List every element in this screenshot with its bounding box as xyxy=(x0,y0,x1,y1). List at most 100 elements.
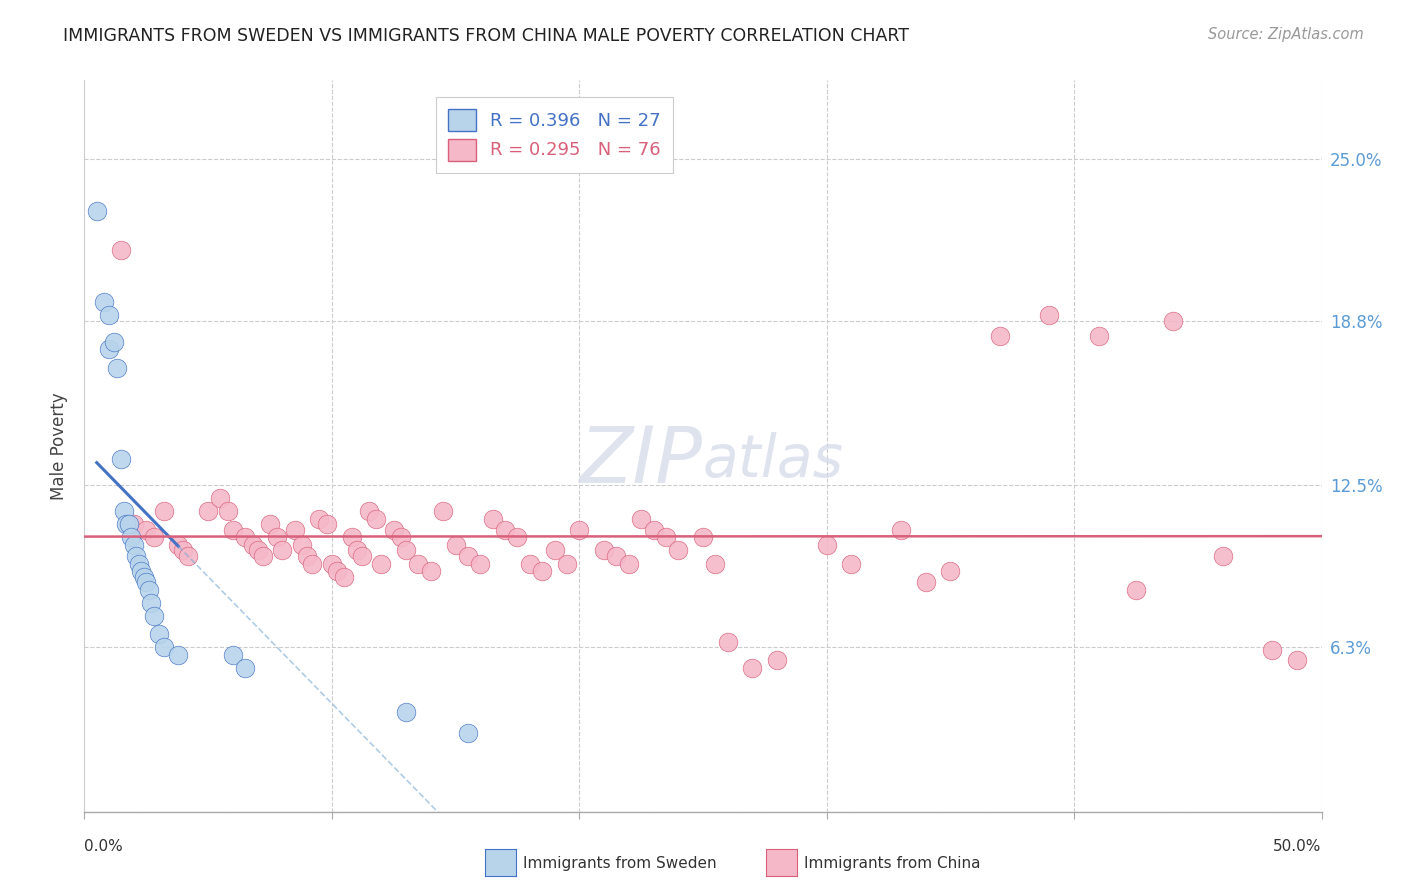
Text: Immigrants from China: Immigrants from China xyxy=(804,856,981,871)
Point xyxy=(152,640,174,655)
Point xyxy=(704,557,727,571)
Y-axis label: Male Poverty: Male Poverty xyxy=(51,392,69,500)
Point xyxy=(1038,309,1060,323)
Point xyxy=(197,504,219,518)
Point xyxy=(148,627,170,641)
Point xyxy=(408,557,430,571)
Point xyxy=(167,648,190,662)
Point xyxy=(346,543,368,558)
Text: IMMIGRANTS FROM SWEDEN VS IMMIGRANTS FROM CHINA MALE POVERTY CORRELATION CHART: IMMIGRANTS FROM SWEDEN VS IMMIGRANTS FRO… xyxy=(63,27,910,45)
Point xyxy=(1212,549,1234,563)
Point xyxy=(110,243,132,257)
Point xyxy=(172,543,194,558)
Point xyxy=(118,517,141,532)
Point xyxy=(217,504,239,518)
Point xyxy=(128,557,150,571)
Point xyxy=(457,549,479,563)
Point xyxy=(333,569,356,583)
Point xyxy=(233,530,256,544)
Point xyxy=(1088,329,1111,343)
Point xyxy=(209,491,232,506)
Point xyxy=(382,523,405,537)
Point xyxy=(370,557,392,571)
Point xyxy=(122,517,145,532)
Point xyxy=(890,523,912,537)
Point xyxy=(129,565,152,579)
Point xyxy=(389,530,412,544)
Point xyxy=(543,543,565,558)
Point xyxy=(395,543,418,558)
Text: 50.0%: 50.0% xyxy=(1274,838,1322,854)
Point xyxy=(120,530,142,544)
Point xyxy=(122,538,145,552)
Point xyxy=(138,582,160,597)
Point xyxy=(766,653,789,667)
Point xyxy=(167,538,190,552)
Point xyxy=(717,635,740,649)
Point xyxy=(617,557,640,571)
Point xyxy=(692,530,714,544)
Point xyxy=(242,538,264,552)
Point xyxy=(98,343,121,357)
Point xyxy=(519,557,541,571)
Point xyxy=(142,530,165,544)
Point xyxy=(112,504,135,518)
Text: atlas: atlas xyxy=(703,432,844,489)
Point xyxy=(1261,642,1284,657)
Point xyxy=(132,569,155,583)
Point xyxy=(1125,582,1147,597)
Point xyxy=(291,538,314,552)
Point xyxy=(457,726,479,740)
Point xyxy=(222,523,245,537)
Point xyxy=(308,512,330,526)
Point xyxy=(444,538,467,552)
Point xyxy=(135,523,157,537)
Point xyxy=(301,557,323,571)
Point xyxy=(432,504,454,518)
Point xyxy=(815,538,838,552)
Point xyxy=(470,557,492,571)
Point xyxy=(125,549,148,563)
Point xyxy=(841,557,863,571)
Point xyxy=(481,512,503,526)
Point xyxy=(233,661,256,675)
Point xyxy=(271,543,294,558)
Point xyxy=(246,543,269,558)
Point xyxy=(1161,313,1184,327)
Point xyxy=(988,329,1011,343)
Point xyxy=(340,530,363,544)
Text: 0.0%: 0.0% xyxy=(84,838,124,854)
Point xyxy=(395,706,418,720)
Text: Immigrants from Sweden: Immigrants from Sweden xyxy=(523,856,717,871)
Point xyxy=(315,517,337,532)
Point xyxy=(135,574,157,589)
Point xyxy=(939,565,962,579)
Point xyxy=(93,295,115,310)
Point xyxy=(531,565,554,579)
Point xyxy=(110,452,132,467)
Point xyxy=(593,543,616,558)
Point xyxy=(259,517,281,532)
Point xyxy=(643,523,665,537)
Point xyxy=(326,565,349,579)
Point xyxy=(98,309,121,323)
Point xyxy=(655,530,678,544)
Point xyxy=(366,512,388,526)
Point xyxy=(86,203,108,218)
Point xyxy=(666,543,689,558)
Point xyxy=(568,523,591,537)
Point xyxy=(284,523,307,537)
Point xyxy=(605,549,627,563)
Point xyxy=(419,565,441,579)
Point xyxy=(252,549,274,563)
Point xyxy=(141,596,163,610)
Point xyxy=(177,549,200,563)
Text: Source: ZipAtlas.com: Source: ZipAtlas.com xyxy=(1208,27,1364,42)
Point xyxy=(266,530,288,544)
Point xyxy=(494,523,516,537)
Point xyxy=(914,574,936,589)
Point xyxy=(295,549,318,563)
Point xyxy=(506,530,529,544)
Text: ZIP: ZIP xyxy=(581,423,703,499)
Point xyxy=(105,360,128,375)
